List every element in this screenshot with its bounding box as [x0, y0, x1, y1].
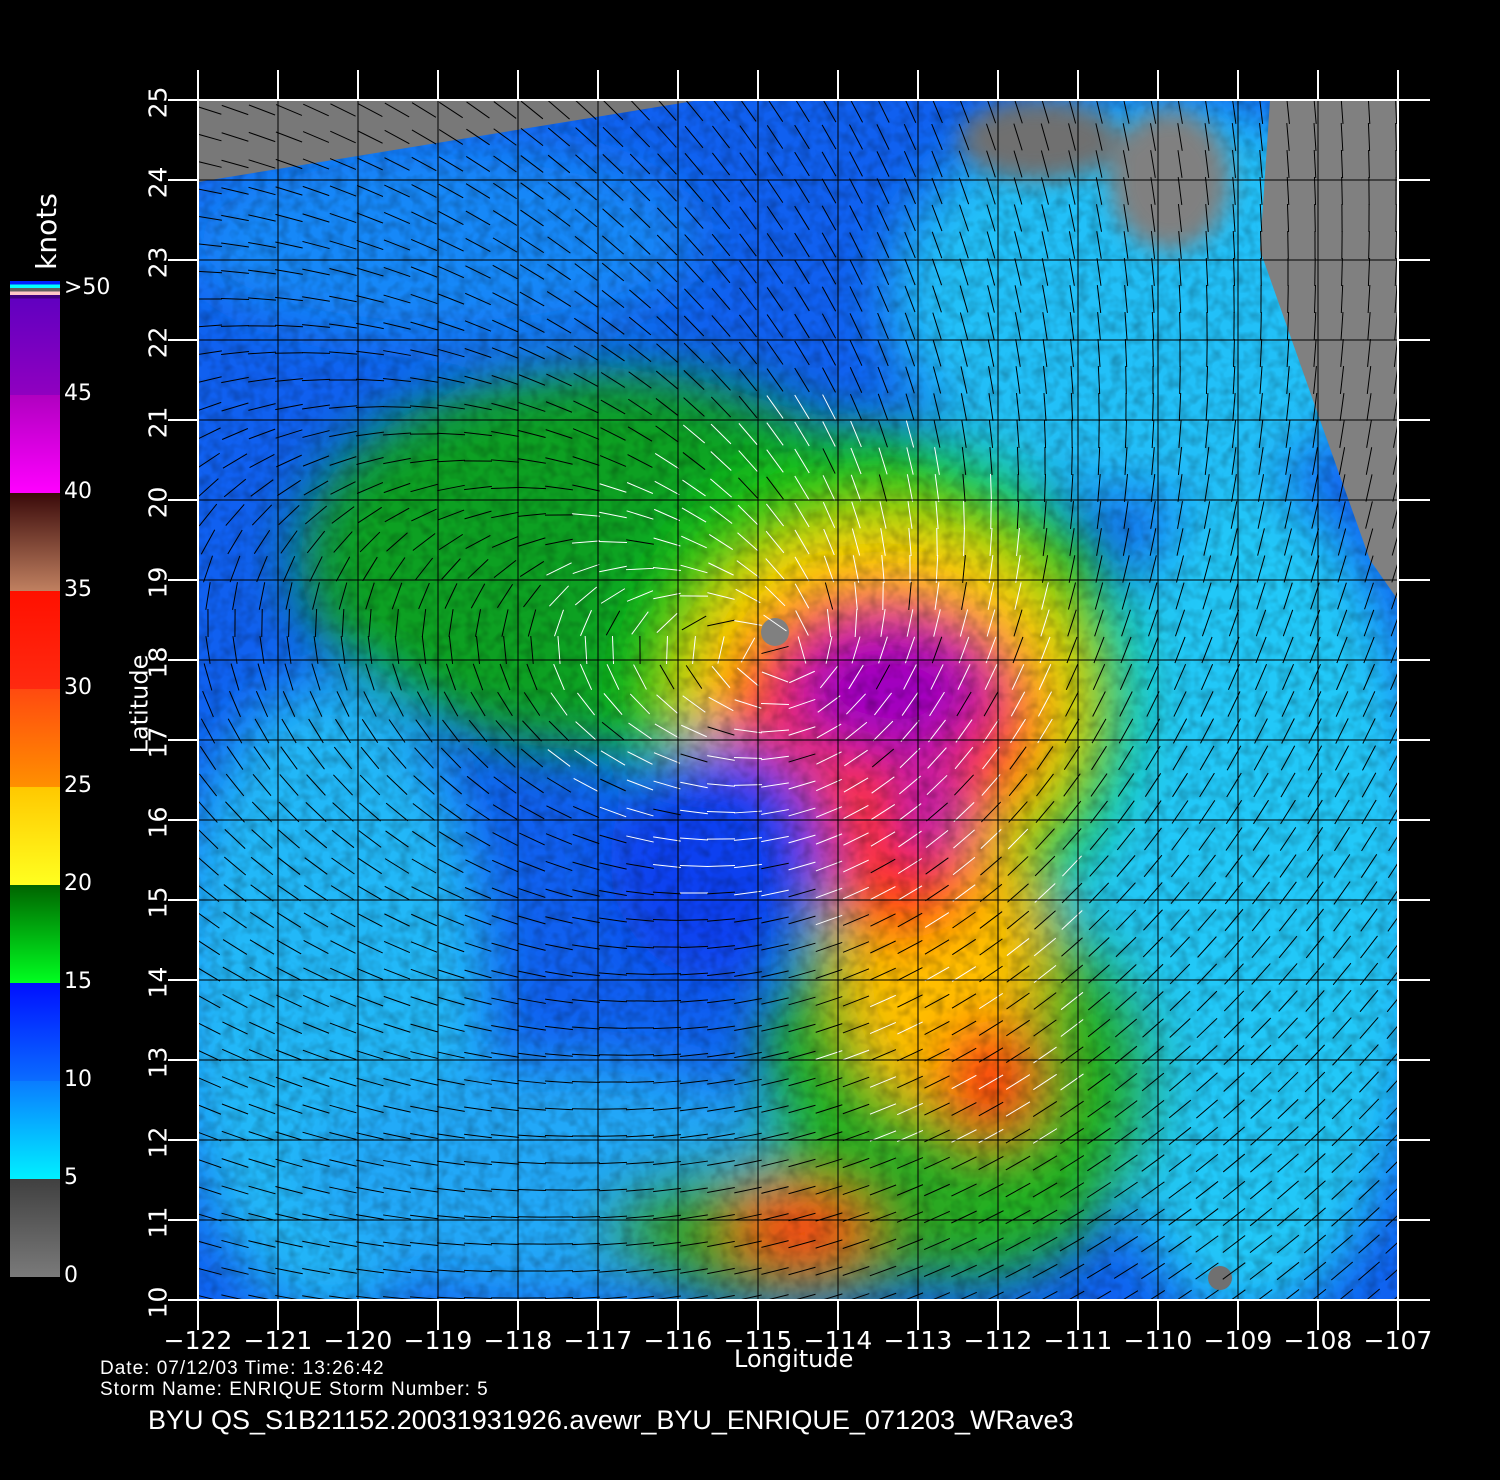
- wind-barb: [1180, 366, 1181, 394]
- colorbar-segment: [10, 787, 60, 885]
- file-title: BYU QS_S1B21152.20031931926.avewr_BYU_EN…: [148, 1405, 1074, 1436]
- colorbar-label: 20: [64, 871, 92, 896]
- date-time: Date: 07/12/03 Time: 13:26:42: [100, 1358, 385, 1380]
- colorbar-label: 35: [64, 577, 92, 602]
- lat-tick-label: 25: [143, 87, 172, 119]
- lat-tick-label: 19: [143, 567, 172, 599]
- colorbar-unit: knots: [30, 193, 63, 270]
- lon-tick-label: −115: [716, 1326, 800, 1355]
- wind-field: [170, 96, 1430, 1320]
- lon-tick-label: −118: [476, 1326, 560, 1355]
- colorbar-label: 30: [64, 675, 92, 700]
- lat-tick-label: 17: [143, 727, 172, 759]
- lon-tick-label: −110: [1116, 1326, 1200, 1355]
- lat-tick-label: 12: [143, 1127, 172, 1159]
- colorbar-top-strip: [10, 292, 60, 296]
- colorbar-label: 0: [64, 1263, 78, 1288]
- storm-info: Storm Name: ENRIQUE Storm Number: 5: [100, 1379, 489, 1401]
- lat-tick-label: 16: [143, 807, 172, 839]
- wind-barb: [572, 1109, 600, 1110]
- lon-tick-label: −120: [316, 1326, 400, 1355]
- colorbar-label: 10: [64, 1067, 92, 1092]
- colorbar-segment: [10, 297, 60, 395]
- lat-tick-label: 15: [143, 887, 172, 919]
- wind-barb: [1288, 231, 1289, 259]
- colorbar-label: 15: [64, 969, 92, 994]
- wind-barb: [680, 920, 708, 921]
- lon-tick-label: −109: [1196, 1326, 1280, 1355]
- colorbar-segment: [10, 493, 60, 591]
- wind-barb: [1153, 339, 1154, 367]
- lon-tick-label: −122: [156, 1326, 240, 1355]
- lon-tick-label: −113: [876, 1326, 960, 1355]
- lon-tick-label: −119: [396, 1326, 480, 1355]
- wind-barb: [1072, 447, 1073, 475]
- wind-barb: [383, 407, 411, 408]
- colorbar-top-strip: [10, 288, 60, 292]
- wind-barb: [1342, 177, 1343, 205]
- wind-barb: [937, 528, 938, 556]
- lon-tick-label: −117: [556, 1326, 640, 1355]
- colorbar-label: 5: [64, 1165, 78, 1190]
- colorbar-top-strip: [10, 281, 60, 285]
- colorbar-top-strip: [10, 295, 60, 299]
- wind-barb: [1396, 204, 1397, 232]
- wind-barb: [1315, 204, 1316, 232]
- lat-tick-label: 18: [143, 647, 172, 679]
- lat-tick-label: 14: [143, 967, 172, 999]
- colorbar-segment: [10, 395, 60, 493]
- colorbar-label: 45: [64, 381, 92, 406]
- colorbar-segment: [10, 885, 60, 983]
- colorbar-segment: [10, 1081, 60, 1179]
- colorbar-top-strip: [10, 285, 60, 289]
- lat-tick-label: 22: [143, 327, 172, 359]
- wind-barb: [545, 1163, 573, 1164]
- wind-barb: [1369, 231, 1370, 259]
- lat-tick-label: 11: [143, 1207, 172, 1239]
- wind-barb: [572, 1190, 600, 1191]
- colorbar-segment: [10, 689, 60, 787]
- lon-tick-label: −114: [796, 1326, 880, 1355]
- wind-barb: [491, 1271, 519, 1272]
- lat-tick-label: 23: [143, 247, 172, 279]
- wind-barb: [518, 1217, 546, 1218]
- colorbar: [10, 281, 60, 1277]
- lon-tick-label: −108: [1276, 1326, 1360, 1355]
- wind-barb: [1126, 366, 1127, 394]
- lon-tick-label: −121: [236, 1326, 320, 1355]
- storm-eye: [761, 618, 789, 646]
- lon-tick-label: −111: [1036, 1326, 1120, 1355]
- lon-tick-label: −112: [956, 1326, 1040, 1355]
- lat-tick-label: 13: [143, 1047, 172, 1079]
- colorbar-label: 40: [64, 479, 92, 504]
- lon-tick-label: −116: [636, 1326, 720, 1355]
- colorbar-segment: [10, 591, 60, 689]
- colorbar-label: >50: [64, 275, 110, 300]
- wind-barb: [626, 1055, 654, 1056]
- lat-tick-label: 20: [143, 487, 172, 519]
- lat-tick-label: 10: [143, 1287, 172, 1319]
- lat-tick-label: 24: [143, 167, 172, 199]
- colorbar-segment: [10, 983, 60, 1081]
- wind-barb: [1288, 285, 1289, 313]
- lat-tick-label: 21: [143, 407, 172, 439]
- colorbar-label: 25: [64, 773, 92, 798]
- colorbar-segment: [10, 1179, 60, 1277]
- lon-tick-label: −107: [1356, 1326, 1440, 1355]
